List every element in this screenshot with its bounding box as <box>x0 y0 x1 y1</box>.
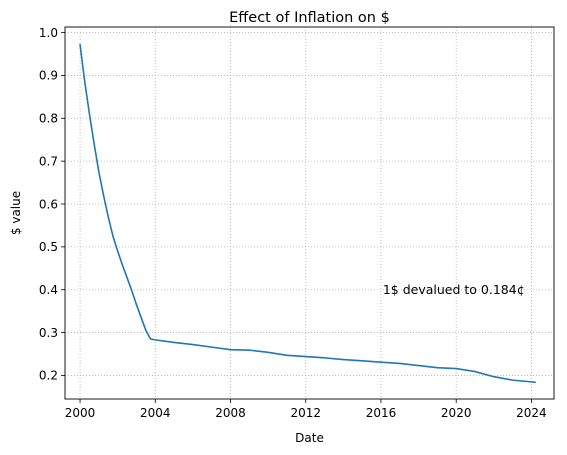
x-tick-label: 2008 <box>215 406 246 420</box>
x-axis-label: Date <box>295 431 324 445</box>
annotations: 1$ devalued to 0.184¢ <box>383 282 525 297</box>
x-tick-label: 2020 <box>441 406 472 420</box>
x-tick-label: 2004 <box>140 406 171 420</box>
chart-title: Effect of Inflation on $ <box>229 10 390 26</box>
series-line <box>79 43 536 384</box>
y-tick-label: 0.9 <box>39 69 58 83</box>
y-tick-label: 0.4 <box>39 283 58 297</box>
y-tick-label: 0.8 <box>39 112 58 126</box>
grid <box>65 27 554 399</box>
y-tick-label: 0.3 <box>39 326 58 340</box>
x-tick-label: 2000 <box>65 406 96 420</box>
y-axis-label: $ value <box>9 191 23 235</box>
x-tick-label: 2012 <box>290 406 321 420</box>
y-tick-label: 0.5 <box>39 240 58 254</box>
x-tick-label: 2024 <box>516 406 547 420</box>
x-tick-label: 2016 <box>366 406 397 420</box>
series-layer <box>79 43 536 384</box>
y-tick-label: 0.2 <box>39 369 58 383</box>
ticks: 2000 2004 2008 2012 2016 2020 2024 0.2 0.3 0.4 0.5… <box>39 26 547 420</box>
plot-area-frame <box>64 26 555 400</box>
y-tick-label: 0.7 <box>39 154 58 168</box>
y-tick-label: 1.0 <box>39 26 58 40</box>
annotation-text: 1$ devalued to 0.184¢ <box>383 282 525 297</box>
y-tick-label: 0.6 <box>39 197 58 211</box>
